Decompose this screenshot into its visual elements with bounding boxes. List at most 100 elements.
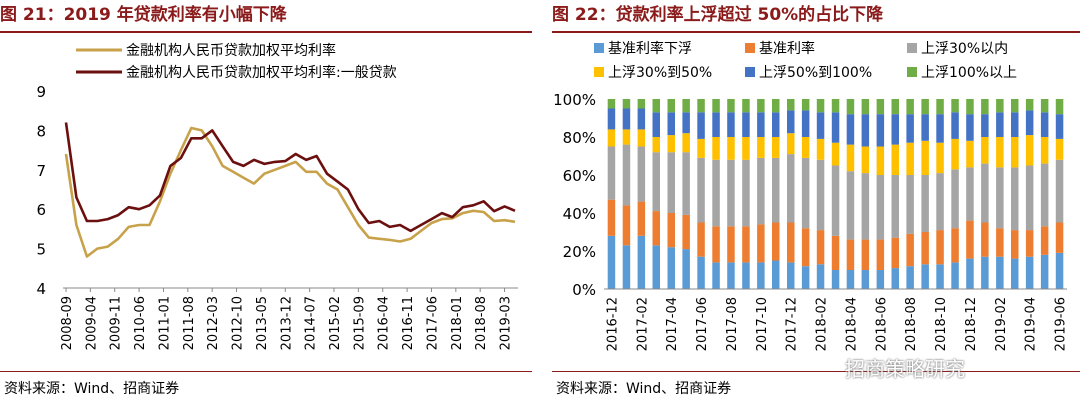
y-tick-label: 80% xyxy=(563,129,596,147)
x-tick-label: 2018-08 xyxy=(474,296,489,350)
x-tick-label: 2016-12 xyxy=(605,297,620,351)
bar-segment-4 xyxy=(876,146,885,175)
bar-segment-5 xyxy=(996,112,1004,137)
bar-segment-5 xyxy=(712,112,720,137)
bar-segment-3 xyxy=(801,157,810,229)
bar-segment-5 xyxy=(682,112,690,134)
legend-label-5: 上浮50%到100% xyxy=(759,65,872,81)
y-tick-label: 6 xyxy=(36,201,46,219)
bar-segment-5 xyxy=(757,112,765,137)
right-title-rule xyxy=(552,31,1080,33)
y-tick-label: 40% xyxy=(563,205,596,223)
x-tick-label: 2017-12 xyxy=(785,297,800,351)
bar-segment-2 xyxy=(697,222,705,257)
y-tick-label: 4 xyxy=(36,280,46,298)
left-chart-title: 图 21：2019 年贷款利率有小幅下降 xyxy=(0,5,287,25)
bar-segment-5 xyxy=(622,108,631,130)
bar-segment-3 xyxy=(876,175,885,240)
bar-segment-4 xyxy=(1040,137,1049,164)
bar-segment-1 xyxy=(996,256,1004,289)
bar-segment-2 xyxy=(742,226,750,263)
bar-segment-4 xyxy=(891,144,899,175)
bar-segment-2 xyxy=(787,222,795,263)
bar-segment-1 xyxy=(846,270,855,289)
x-tick-label: 2008-09 xyxy=(60,296,75,350)
bar-segment-6 xyxy=(697,99,705,113)
bar-segment-1 xyxy=(816,264,825,289)
bar-segment-4 xyxy=(787,133,795,155)
y-tick-label: 60% xyxy=(563,167,596,185)
bar-segment-1 xyxy=(622,245,631,289)
x-tick-label: 2015-09 xyxy=(352,296,367,350)
bar-segment-5 xyxy=(801,110,810,137)
bar-segment-4 xyxy=(921,140,929,175)
y-tick-label: 9 xyxy=(36,83,46,101)
bar-segment-5 xyxy=(772,112,780,137)
bar-segment-1 xyxy=(742,262,750,289)
bar-segment-1 xyxy=(876,270,885,289)
bar-segment-4 xyxy=(951,138,959,170)
bar-segment-1 xyxy=(637,235,646,289)
bar-segment-5 xyxy=(816,112,825,139)
bar-segment-6 xyxy=(787,99,795,111)
series-line-1 xyxy=(64,126,516,258)
bar-segment-3 xyxy=(936,173,944,231)
bar-segment-1 xyxy=(697,256,705,289)
bar-segment-5 xyxy=(787,110,795,134)
x-tick-label: 2014-07 xyxy=(304,296,319,350)
bar-segment-6 xyxy=(757,99,765,113)
bar-segment-1 xyxy=(936,264,944,289)
x-tick-label: 2019-06 xyxy=(1054,297,1069,351)
bar-segment-3 xyxy=(727,159,735,227)
bar-segment-3 xyxy=(906,175,914,234)
y-tick-label: 7 xyxy=(36,162,46,180)
bar-segment-1 xyxy=(861,270,870,289)
bar-segment-3 xyxy=(742,159,750,227)
legend-swatch-4 xyxy=(594,67,604,77)
y-tick-label: 20% xyxy=(563,243,596,261)
bar-segment-5 xyxy=(742,112,750,137)
bar-segment-4 xyxy=(682,133,690,153)
bar-segment-1 xyxy=(682,249,690,289)
bar-segment-2 xyxy=(607,199,616,236)
bar-segment-2 xyxy=(652,211,660,246)
bar-segment-6 xyxy=(1055,99,1064,115)
bar-segment-2 xyxy=(876,239,885,270)
bar-segment-6 xyxy=(831,99,840,113)
bar-segment-3 xyxy=(981,163,989,223)
bar-segment-5 xyxy=(951,112,959,139)
bar-segment-4 xyxy=(742,137,750,160)
bar-segment-2 xyxy=(1025,230,1034,257)
bar-segment-2 xyxy=(816,230,825,265)
bar-segment-1 xyxy=(1011,258,1019,289)
bar-segment-1 xyxy=(906,266,914,289)
bar-segment-2 xyxy=(1040,226,1049,255)
bar-segment-2 xyxy=(712,226,720,263)
bar-segment-1 xyxy=(607,235,616,289)
bar-segment-2 xyxy=(637,201,646,236)
x-tick-label: 2012-03 xyxy=(206,296,221,350)
bar-segment-1 xyxy=(727,262,735,289)
bar-segment-5 xyxy=(607,108,616,130)
x-tick-label: 2019-02 xyxy=(994,297,1009,351)
x-tick-label: 2016-11 xyxy=(401,296,416,350)
bar-segment-1 xyxy=(966,258,974,289)
bar-segment-3 xyxy=(652,152,660,212)
bar-segment-6 xyxy=(637,99,646,109)
bar-segment-2 xyxy=(906,233,914,267)
bar-segment-1 xyxy=(1040,254,1049,289)
legend-label-2: 基准利率 xyxy=(759,40,815,57)
bar-segment-4 xyxy=(981,137,989,164)
bar-segment-5 xyxy=(667,112,675,136)
bar-segment-2 xyxy=(966,220,974,259)
bar-segment-6 xyxy=(682,99,690,113)
bar-segment-6 xyxy=(981,99,989,115)
bar-segment-5 xyxy=(1025,110,1034,136)
bar-segment-5 xyxy=(1055,114,1064,139)
x-tick-label: 2017-10 xyxy=(755,297,770,351)
x-tick-label: 2018-10 xyxy=(934,297,949,351)
x-tick-label: 2018-06 xyxy=(874,297,889,351)
x-tick-label: 2015-02 xyxy=(328,296,343,350)
legend-label-1: 基准利率下浮 xyxy=(608,40,692,57)
